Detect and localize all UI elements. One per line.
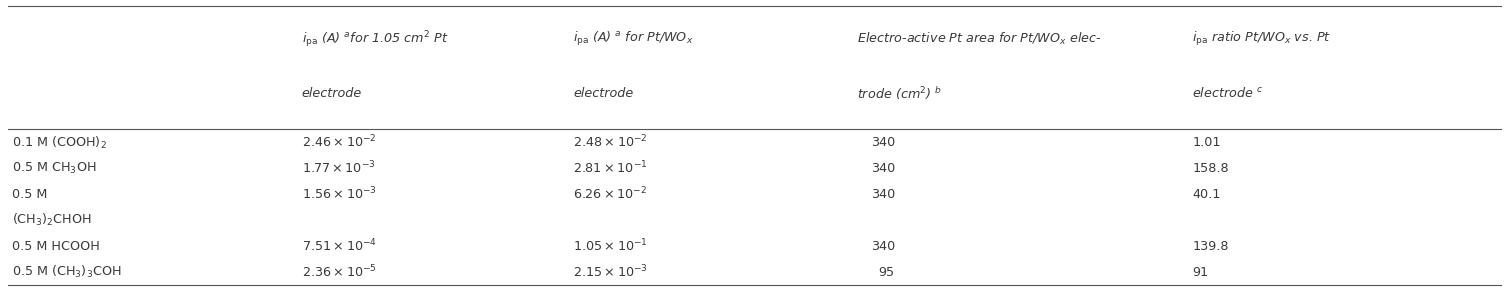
Text: 139.8: 139.8 [1192, 240, 1228, 253]
Text: 91: 91 [1192, 266, 1209, 279]
Text: 95: 95 [878, 266, 895, 279]
Text: $1.05 \times 10^{-1}$: $1.05 \times 10^{-1}$ [573, 238, 649, 255]
Text: trode (cm$^{2}$) $^{b}$: trode (cm$^{2}$) $^{b}$ [857, 85, 942, 102]
Text: electrode: electrode [573, 87, 634, 100]
Text: $2.15 \times 10^{-3}$: $2.15 \times 10^{-3}$ [573, 264, 649, 281]
Text: 0.5 M CH$_{3}$OH: 0.5 M CH$_{3}$OH [12, 161, 97, 176]
Text: 0.1 M (COOH)$_{2}$: 0.1 M (COOH)$_{2}$ [12, 134, 107, 150]
Text: 0.5 M HCOOH: 0.5 M HCOOH [12, 240, 100, 253]
Text: 340: 340 [871, 162, 895, 175]
Text: 158.8: 158.8 [1192, 162, 1228, 175]
Text: $i_{\mathrm{pa}}$ ratio Pt/WO$_{x}$ vs. Pt: $i_{\mathrm{pa}}$ ratio Pt/WO$_{x}$ vs. … [1192, 30, 1331, 48]
Text: electrode: electrode [302, 87, 362, 100]
Text: $2.36 \times 10^{-5}$: $2.36 \times 10^{-5}$ [302, 264, 377, 281]
Text: 40.1: 40.1 [1192, 188, 1221, 201]
Text: electrode $^{c}$: electrode $^{c}$ [1192, 86, 1263, 100]
Text: $1.77 \times 10^{-3}$: $1.77 \times 10^{-3}$ [302, 160, 376, 177]
Text: $1.56 \times 10^{-3}$: $1.56 \times 10^{-3}$ [302, 186, 377, 203]
Text: 340: 340 [871, 188, 895, 201]
Text: $i_{\mathrm{pa}}$ (A) $^{a}$ for Pt/WO$_{x}$: $i_{\mathrm{pa}}$ (A) $^{a}$ for Pt/WO$_… [573, 30, 694, 48]
Text: $2.48 \times 10^{-2}$: $2.48 \times 10^{-2}$ [573, 134, 647, 151]
Text: 0.5 M (CH$_{3}$)$_{3}$COH: 0.5 M (CH$_{3}$)$_{3}$COH [12, 264, 121, 280]
Text: $i_{\mathrm{pa}}$ (A) $^{a}$for 1.05 cm$^{2}$ Pt: $i_{\mathrm{pa}}$ (A) $^{a}$for 1.05 cm$… [302, 29, 448, 49]
Text: $2.46 \times 10^{-2}$: $2.46 \times 10^{-2}$ [302, 134, 376, 151]
Text: 340: 340 [871, 136, 895, 149]
Text: 0.5 M: 0.5 M [12, 188, 47, 201]
Text: 340: 340 [871, 240, 895, 253]
Text: $7.51 \times 10^{-4}$: $7.51 \times 10^{-4}$ [302, 238, 377, 255]
Text: 1.01: 1.01 [1192, 136, 1221, 149]
Text: $6.26 \times 10^{-2}$: $6.26 \times 10^{-2}$ [573, 186, 647, 203]
Text: $2.81 \times 10^{-1}$: $2.81 \times 10^{-1}$ [573, 160, 647, 177]
Text: Electro-active Pt area for Pt/WO$_{x}$ elec-: Electro-active Pt area for Pt/WO$_{x}$ e… [857, 31, 1102, 47]
Text: (CH$_{3}$)$_{2}$CHOH: (CH$_{3}$)$_{2}$CHOH [12, 212, 92, 228]
